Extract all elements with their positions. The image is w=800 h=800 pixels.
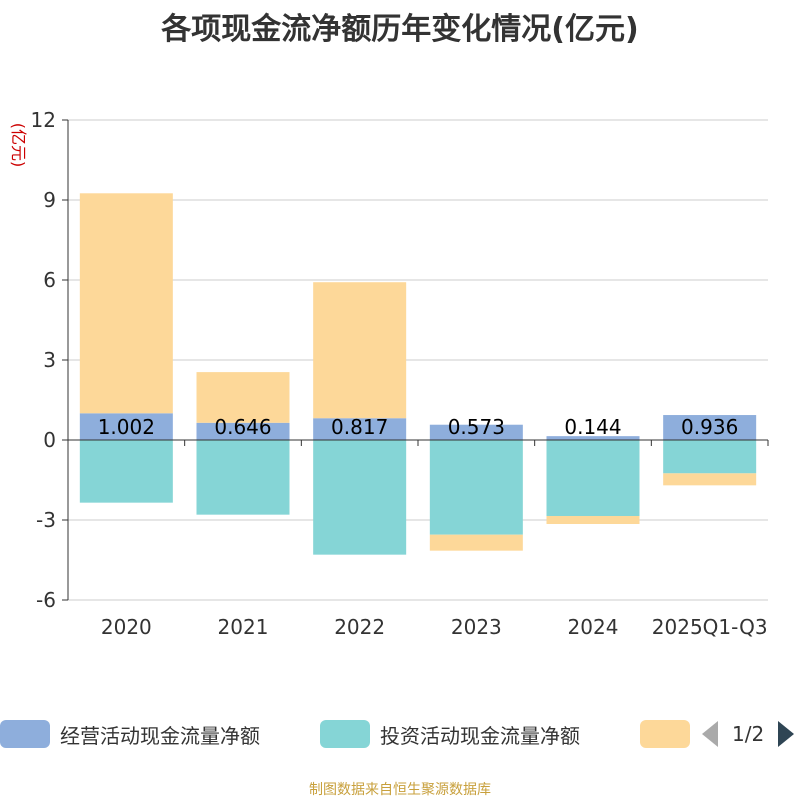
bar-investing: [663, 440, 757, 474]
legend-item-operating[interactable]: 经营活动现金流量净额: [0, 718, 260, 750]
y-tick-label: -6: [36, 588, 56, 612]
legend-label-investing: 投资活动现金流量净额: [380, 723, 580, 748]
legend-swatch-financing: [640, 720, 690, 748]
bar-financing: [429, 534, 523, 551]
bar-operating: [313, 418, 407, 440]
legend-pager: 1/2: [700, 718, 796, 750]
x-tick-label: 2020: [101, 615, 152, 639]
bar-financing: [546, 516, 640, 524]
prev-page-icon[interactable]: [700, 720, 720, 748]
x-tick-label: 2022: [334, 615, 385, 639]
bar-investing: [79, 440, 173, 503]
legend-swatch-investing: [320, 720, 370, 748]
legend-swatch-operating: [0, 720, 50, 748]
bar-operating: [663, 415, 757, 440]
bar-operating: [546, 436, 640, 440]
data-label-operating: 0.573: [448, 415, 505, 439]
y-tick-label: 0: [43, 428, 56, 452]
legend-page-indicator: 1/2: [732, 722, 765, 746]
bar-financing: [313, 282, 407, 419]
legend-item-financing[interactable]: [640, 718, 690, 750]
y-tick-label: 12: [31, 108, 56, 132]
y-tick-label: 3: [43, 348, 56, 372]
bar-investing: [313, 440, 407, 555]
y-tick-label: 9: [43, 188, 56, 212]
data-label-operating: 0.646: [214, 415, 271, 439]
data-label-operating: 0.936: [681, 415, 738, 439]
bar-investing: [546, 440, 640, 516]
bar-operating: [429, 424, 523, 440]
x-tick-label: 2023: [451, 615, 502, 639]
next-page-icon[interactable]: [776, 720, 796, 748]
legend-label-operating: 经营活动现金流量净额: [60, 723, 260, 748]
x-tick-label: 2025Q1-Q3: [652, 615, 768, 639]
data-label-operating: 0.817: [331, 415, 388, 439]
bar-operating: [196, 422, 290, 440]
data-label-operating: 1.002: [98, 415, 155, 439]
x-tick-label: 2024: [568, 615, 619, 639]
bar-operating: [79, 413, 173, 440]
x-tick-label: 2021: [218, 615, 269, 639]
source-note: 制图数据来自恒生聚源数据库: [309, 782, 491, 798]
bar-investing: [196, 440, 290, 515]
y-tick-label: -3: [36, 508, 56, 532]
legend-item-investing[interactable]: 投资活动现金流量净额: [320, 718, 580, 750]
bar-investing: [429, 440, 523, 535]
bar-financing: [196, 372, 290, 423]
y-axis-label: (亿元): [9, 123, 28, 168]
chart-title: 各项现金流净额历年变化情况(亿元): [161, 12, 639, 47]
bar-financing: [663, 473, 757, 486]
data-label-operating: 0.144: [564, 415, 621, 439]
bar-financing: [79, 193, 173, 414]
y-tick-label: 6: [43, 268, 56, 292]
